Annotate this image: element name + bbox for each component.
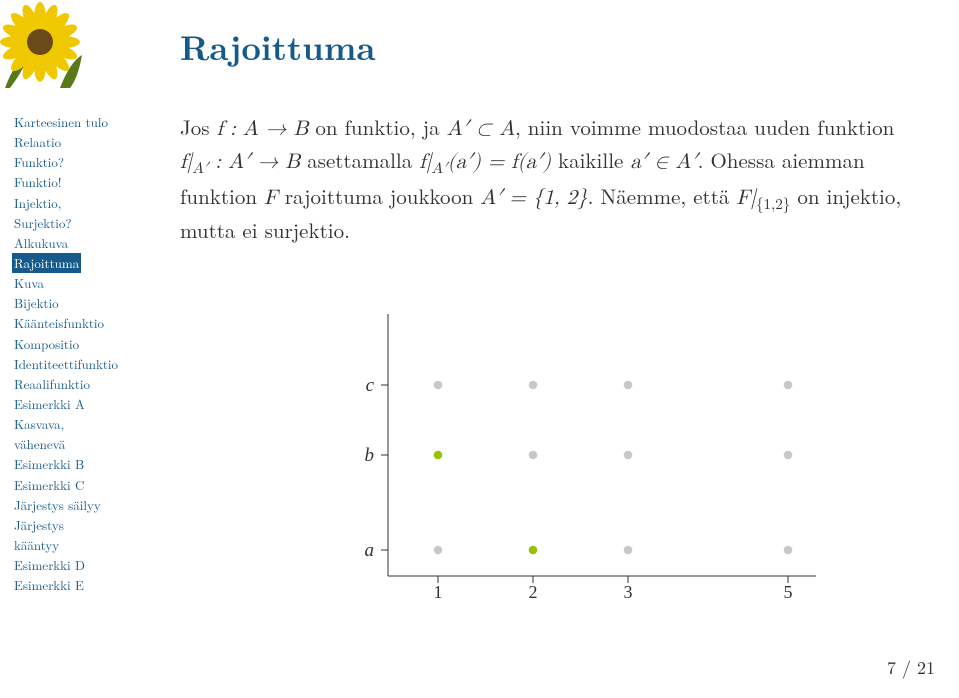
sidebar-item[interactable]: Karteesinen tulo: [12, 112, 162, 132]
svg-text:2: 2: [529, 582, 538, 602]
body-text: Jos f : A → B on funktio, ja A′ ⊂ A, nii…: [180, 112, 920, 245]
sidebar-item[interactable]: Esimerkki B: [12, 454, 162, 474]
dot-chart: 1 2 3 5 a b c: [348, 310, 818, 605]
sidebar-item[interactable]: Reaalifunktio: [12, 374, 162, 394]
math-sub: A′: [432, 162, 448, 177]
body-frag: rajoittuma joukkoon: [278, 181, 481, 211]
sidebar-item[interactable]: Injektio,: [12, 193, 162, 213]
sidebar-item[interactable]: Järjestys: [12, 515, 162, 535]
math: f : A → B: [217, 119, 309, 140]
sidebar-item[interactable]: vähenevä: [12, 434, 162, 454]
math: F|: [736, 188, 756, 209]
sidebar-item[interactable]: Identiteettifunktio: [12, 354, 162, 374]
sidebar-item[interactable]: Funktio!: [12, 172, 162, 192]
sidebar-item[interactable]: Esimerkki D: [12, 555, 162, 575]
sidebar-item[interactable]: Esimerkki E: [12, 575, 162, 595]
flower-icon: [0, 0, 90, 90]
sidebar-item[interactable]: Kasvava,: [12, 414, 162, 434]
body-frag: on funktio, ja: [308, 112, 446, 142]
math: a′ ∈ A′: [630, 152, 697, 173]
math: (a′) = f(a′): [448, 152, 551, 173]
sidebar-nav: Karteesinen tuloRelaatioFunktio?Funktio!…: [12, 112, 162, 595]
math: A′ = {1, 2}: [480, 188, 587, 209]
math-sub: {1,2}: [756, 193, 790, 214]
page-title: Rajoittuma: [180, 22, 375, 71]
sidebar-item[interactable]: Esimerkki A: [12, 394, 162, 414]
math-sub: A′: [192, 162, 208, 177]
svg-text:c: c: [366, 375, 375, 396]
math: : A′ → B: [208, 152, 300, 173]
sidebar-item[interactable]: Esimerkki C: [12, 475, 162, 495]
sidebar-item[interactable]: Surjektio?: [12, 213, 162, 233]
sidebar-item[interactable]: Järjestys säilyy: [12, 495, 162, 515]
svg-text:b: b: [365, 445, 375, 466]
math: f|: [419, 152, 431, 173]
body-frag: asettamalla: [300, 145, 419, 175]
page-number: 7 / 21: [887, 655, 935, 680]
sidebar-item[interactable]: Kuva: [12, 273, 162, 293]
body-frag: . Näemme, että: [588, 181, 737, 211]
body-frag: Jos: [180, 112, 217, 142]
math: f|: [180, 152, 192, 173]
sidebar-item[interactable]: Relaatio: [12, 132, 162, 152]
sidebar-item[interactable]: Funktio?: [12, 152, 162, 172]
body-frag: kaikille: [551, 145, 630, 175]
body-frag: , niin voimme muodostaa uuden funktion: [515, 112, 894, 142]
svg-text:1: 1: [434, 582, 443, 602]
svg-text:3: 3: [624, 582, 633, 602]
sidebar-item[interactable]: kääntyy: [12, 535, 162, 555]
sidebar-item[interactable]: Alkukuva: [12, 233, 162, 253]
sidebar-item[interactable]: Rajoittuma: [12, 253, 162, 273]
sidebar-item[interactable]: Kompositio: [12, 334, 162, 354]
sidebar-item[interactable]: Bijektio: [12, 293, 162, 313]
math: A′ ⊂ A: [447, 119, 515, 140]
sidebar-item[interactable]: Käänteisfunktio: [12, 313, 162, 333]
math: F: [264, 188, 278, 209]
svg-text:a: a: [365, 540, 375, 561]
svg-text:5: 5: [784, 582, 793, 602]
